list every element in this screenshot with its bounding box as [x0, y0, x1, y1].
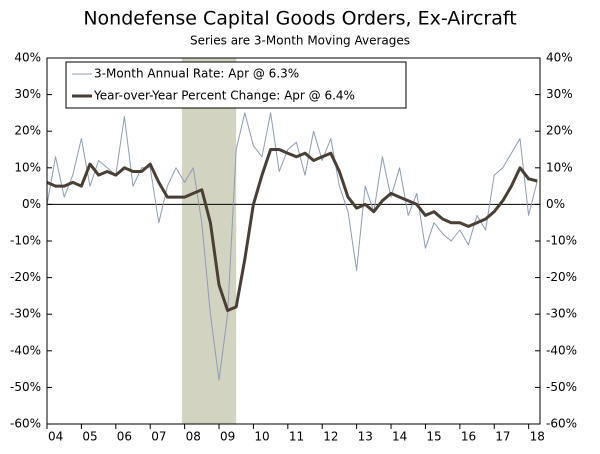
x-tick-label: 14 — [392, 430, 407, 444]
y-tick-label: 30% — [14, 87, 41, 101]
y2-tick-label: -20% — [546, 270, 577, 284]
x-tick-label: 06 — [117, 430, 132, 444]
y-tick-label: -20% — [10, 270, 41, 284]
x-tick-label: 05 — [82, 430, 97, 444]
x-tick-label: 08 — [186, 430, 201, 444]
y2-tick-label: 40% — [546, 51, 573, 65]
legend-box — [65, 61, 407, 109]
y-tick-label: -50% — [10, 380, 41, 394]
y2-tick-label: 10% — [546, 160, 573, 174]
series-line — [46, 148, 538, 312]
x-tick-label: 10 — [254, 430, 269, 444]
x-tick-label: 04 — [48, 430, 63, 444]
chart-title: Nondefense Capital Goods Orders, Ex-Airc… — [83, 8, 516, 30]
x-tick-label: 18 — [530, 430, 545, 444]
legend-label: Year-over-Year Percent Change: Apr @ 6.4… — [93, 89, 355, 103]
y2-tick-label: -60% — [546, 417, 577, 431]
y-tick-label: -60% — [10, 417, 41, 431]
x-tick-label: 16 — [461, 430, 476, 444]
legend-label: 3-Month Annual Rate: Apr @ 6.3% — [94, 67, 299, 81]
y-tick-label: 10% — [14, 160, 41, 174]
x-tick-label: 15 — [426, 430, 441, 444]
chart-subtitle: Series are 3-Month Moving Averages — [190, 34, 410, 48]
y-tick-label: -30% — [10, 307, 41, 321]
recession-shade — [181, 58, 237, 424]
series-line — [46, 112, 538, 381]
y-tick-label: -10% — [10, 234, 41, 248]
x-tick-label: 11 — [289, 430, 304, 444]
y2-tick-label: 0% — [546, 197, 565, 211]
y-tick-label: -40% — [10, 343, 41, 357]
x-tick-label: 12 — [323, 430, 338, 444]
y-tick-label: 0% — [22, 197, 41, 211]
y2-tick-label: -40% — [546, 343, 577, 357]
y-tick-label: 40% — [14, 51, 41, 65]
x-tick-label: 07 — [151, 430, 166, 444]
x-tick-label: 09 — [220, 430, 235, 444]
y-tick-label: 20% — [14, 124, 41, 138]
x-tick-label: 13 — [358, 430, 373, 444]
y2-tick-label: 20% — [546, 124, 573, 138]
y2-tick-label: -30% — [546, 307, 577, 321]
y2-tick-label: -50% — [546, 380, 577, 394]
y2-tick-label: 30% — [546, 87, 573, 101]
plot-frame — [46, 57, 541, 425]
y2-tick-label: -10% — [546, 234, 577, 248]
x-tick-label: 17 — [495, 430, 510, 444]
